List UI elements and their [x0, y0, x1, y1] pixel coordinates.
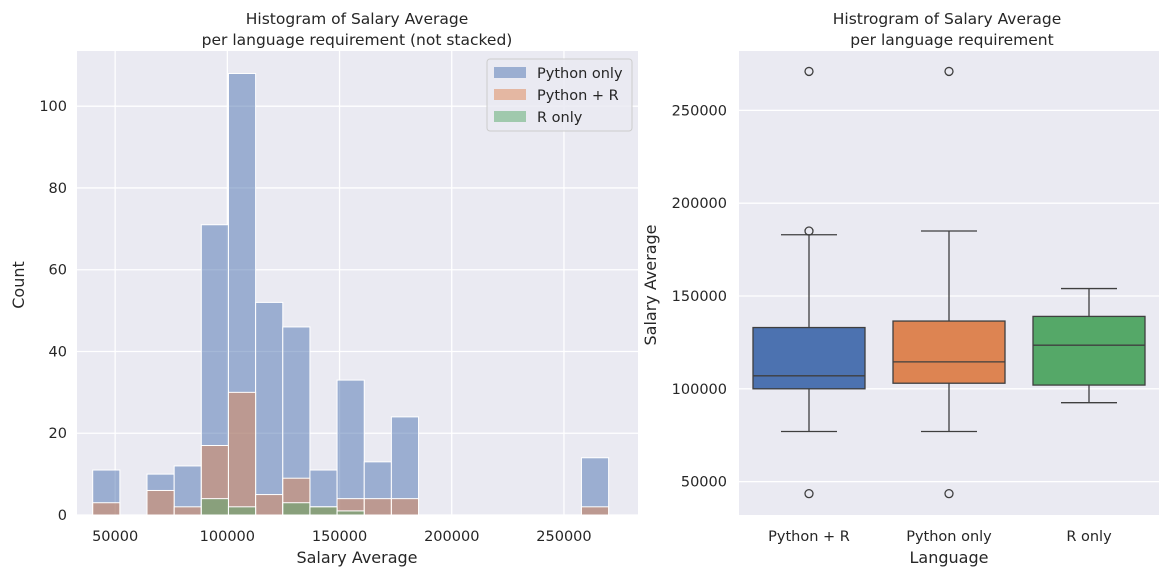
boxplot-group	[1032, 287, 1146, 404]
boxplot-outlier	[944, 66, 954, 77]
boxplot-x-tick-label: Python + R	[768, 529, 850, 545]
boxplot-y-axis-label: Salary Average	[641, 224, 660, 345]
histogram-bar	[200, 498, 229, 516]
boxplot-outlier	[944, 489, 954, 499]
histogram-title-line1: Histogram of Salary Average	[246, 10, 468, 28]
boxplot-y-tick-label: 150000	[672, 289, 727, 305]
boxplot-outlier	[804, 226, 814, 236]
histogram-bar	[580, 506, 610, 516]
histogram-bar	[282, 502, 311, 516]
boxplot-title-line2: per language requirement	[850, 31, 1053, 49]
boxplot-y-tick-label: 200000	[672, 196, 727, 212]
boxplot-box	[752, 326, 866, 390]
histogram-y-tick-labels: 0 20 40 60 80 100	[39, 99, 67, 524]
histogram-bars	[92, 72, 610, 516]
histogram-y-tick-label: 20	[49, 426, 67, 442]
legend-swatch	[494, 111, 526, 122]
histogram-x-tick-label: 200000	[424, 529, 479, 545]
histogram-panel: 50000 100000 150000 200000 250000 0 20 40 60 80 1…	[9, 10, 638, 567]
histogram-bar	[363, 498, 392, 516]
histogram-y-tick-label: 0	[58, 508, 67, 524]
legend-label: Python only	[537, 66, 623, 82]
histogram-x-tick-labels: 50000 100000 150000 200000 250000	[92, 529, 592, 545]
boxplot-group	[892, 66, 1006, 499]
histogram-bar	[255, 494, 284, 516]
boxplot-outlier	[804, 489, 814, 499]
boxplot-x-tick-label: Python only	[906, 529, 992, 545]
boxplot-y-tick-label: 50000	[681, 475, 727, 491]
histogram-bar	[336, 379, 365, 516]
histogram-y-tick-label: 80	[49, 181, 67, 197]
legend-swatch	[494, 89, 526, 100]
histogram-bar	[227, 391, 257, 516]
histogram-y-tick-label: 60	[49, 263, 67, 279]
boxplot-panel: Python + R Python only R only 50000 100000 1…	[641, 10, 1159, 567]
boxplot-outlier	[804, 66, 814, 77]
histogram-bar	[173, 506, 202, 516]
histogram-x-tick-label: 250000	[536, 529, 591, 545]
histogram-title-line2: per language requirement (not stacked)	[202, 31, 513, 49]
histogram-legend: Python only Python + R R only	[486, 58, 633, 132]
histogram-bar	[580, 457, 610, 516]
histogram-bar	[336, 510, 365, 516]
histogram-y-tick-label: 100	[39, 99, 67, 115]
boxplot-box	[1032, 315, 1146, 386]
boxplot-x-axis-label: Language	[910, 548, 989, 567]
boxplot-boxes	[752, 66, 1146, 499]
boxplot-x-tick-labels: Python + R Python only R only	[768, 529, 1112, 545]
boxplot-group	[752, 66, 866, 499]
boxplot-y-tick-label: 250000	[672, 103, 727, 119]
histogram-bar	[92, 502, 121, 516]
histogram-bar	[146, 489, 175, 516]
legend-label: Python + R	[537, 88, 619, 104]
histogram-bar	[227, 506, 257, 516]
histogram-y-axis-label: Count	[9, 261, 28, 309]
boxplot-y-tick-labels: 50000 100000 150000 200000 250000	[672, 103, 727, 490]
histogram-x-tick-label: 150000	[312, 529, 367, 545]
histogram-x-tick-label: 100000	[200, 529, 255, 545]
boxplot-x-tick-label: R only	[1066, 529, 1112, 545]
histogram-bar	[309, 506, 338, 516]
histogram-y-tick-label: 40	[49, 344, 67, 360]
legend-swatch	[494, 67, 526, 78]
boxplot-y-tick-label: 100000	[672, 382, 727, 398]
boxplot-title-line1: Histrogram of Salary Average	[833, 10, 1062, 28]
boxplot-box	[892, 320, 1006, 384]
histogram-bar	[255, 301, 284, 516]
histogram-bar	[390, 498, 420, 516]
histogram-x-axis-label: Salary Average	[296, 548, 417, 567]
histogram-x-tick-label: 50000	[92, 529, 138, 545]
legend-label: R only	[537, 110, 583, 126]
